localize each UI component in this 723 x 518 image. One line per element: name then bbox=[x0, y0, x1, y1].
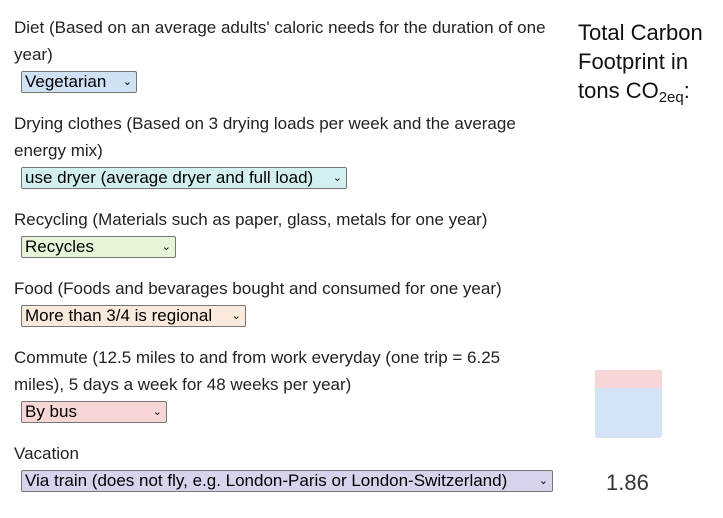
commute-select-value: By bus bbox=[25, 402, 77, 421]
footprint-bar bbox=[595, 370, 662, 438]
diet-select[interactable]: Vegetarian ⌄ bbox=[21, 71, 137, 93]
chevron-down-icon: ⌄ bbox=[122, 75, 132, 88]
question-recycling: Recycling (Materials such as paper, glas… bbox=[14, 206, 554, 258]
question-food: Food (Foods and bevarages bought and con… bbox=[14, 275, 554, 327]
chevron-down-icon: ⌄ bbox=[161, 240, 171, 253]
footprint-bar-segment bbox=[595, 370, 662, 388]
total-title-main: Total Carbon Footprint in tons CO bbox=[578, 20, 703, 103]
vacation-select-value: Via train (does not fly, e.g. London-Par… bbox=[25, 471, 508, 490]
question-diet: Diet (Based on an average adults' calori… bbox=[14, 14, 554, 93]
chevron-down-icon: ⌄ bbox=[152, 405, 162, 418]
footprint-bar-segment bbox=[595, 388, 662, 438]
diet-select-value: Vegetarian bbox=[25, 72, 107, 91]
total-title-subscript: 2eq bbox=[658, 89, 684, 106]
food-select-value: More than 3/4 is regional bbox=[25, 306, 213, 325]
chevron-down-icon: ⌄ bbox=[538, 474, 548, 487]
question-drying: Drying clothes (Based on 3 drying loads … bbox=[14, 110, 554, 189]
drying-select[interactable]: use dryer (average dryer and full load) … bbox=[21, 167, 347, 189]
diet-label: Diet (Based on an average adults' calori… bbox=[14, 18, 546, 64]
total-title-suffix: : bbox=[683, 78, 690, 103]
drying-select-value: use dryer (average dryer and full load) bbox=[25, 168, 314, 187]
drying-label: Drying clothes (Based on 3 drying loads … bbox=[14, 114, 516, 160]
food-select[interactable]: More than 3/4 is regional ⌄ bbox=[21, 305, 246, 327]
chevron-down-icon: ⌄ bbox=[231, 309, 241, 322]
vacation-select[interactable]: Via train (does not fly, e.g. London-Par… bbox=[21, 470, 553, 492]
food-label: Food (Foods and bevarages bought and con… bbox=[14, 279, 502, 298]
commute-label: Commute (12.5 miles to and from work eve… bbox=[14, 348, 501, 394]
question-vacation: Vacation Via train (does not fly, e.g. L… bbox=[14, 440, 554, 492]
total-value: 1.86 bbox=[606, 470, 649, 495]
vacation-label: Vacation bbox=[14, 444, 79, 463]
recycling-select-value: Recycles bbox=[25, 237, 94, 256]
chevron-down-icon: ⌄ bbox=[332, 171, 342, 184]
question-commute: Commute (12.5 miles to and from work eve… bbox=[14, 344, 554, 423]
commute-select[interactable]: By bus ⌄ bbox=[21, 401, 167, 423]
recycling-label: Recycling (Materials such as paper, glas… bbox=[14, 210, 488, 229]
total-title: Total Carbon Footprint in tons CO2eq: bbox=[578, 18, 708, 112]
recycling-select[interactable]: Recycles ⌄ bbox=[21, 236, 176, 258]
